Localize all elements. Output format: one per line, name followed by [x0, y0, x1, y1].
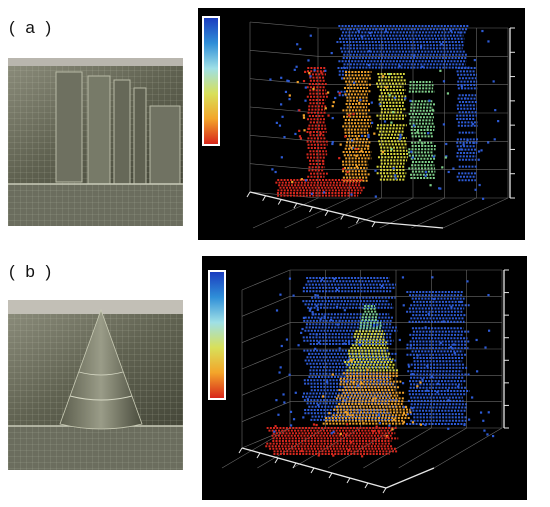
grid-line: [398, 427, 467, 469]
point-cloud-plot-a: [198, 8, 525, 240]
axis-tick: [371, 221, 376, 228]
points-noise-red: [298, 70, 358, 174]
point-cloud-plot-b: [202, 256, 527, 500]
grid-line: [292, 427, 361, 469]
axis-tick: [355, 217, 360, 224]
grid-line: [433, 427, 503, 469]
grid-line: [347, 197, 414, 229]
axis-tick: [364, 482, 369, 489]
colorbar: [204, 18, 218, 144]
axis-tick: [324, 210, 329, 217]
axis-tick: [238, 447, 243, 454]
axis-tick: [340, 214, 345, 220]
axis-tick: [310, 467, 315, 474]
grid-line: [241, 296, 291, 317]
grid-line: [249, 21, 319, 29]
points-noise-red: [274, 423, 389, 458]
grid-line: [257, 427, 326, 469]
points-wall-right: [406, 291, 470, 425]
grid-line: [241, 322, 291, 343]
points-yellow-panel: [376, 73, 408, 181]
axis-tick: [382, 487, 387, 494]
grid-line: [411, 197, 477, 229]
points-noise-orange: [288, 71, 388, 184]
grid-line: [316, 197, 382, 229]
points-noise-orange: [322, 359, 423, 438]
grid-line: [249, 135, 319, 142]
points-red-floor: [265, 427, 399, 455]
axis-y: [374, 221, 444, 229]
grid-line: [221, 427, 291, 469]
axis-tick: [328, 472, 333, 479]
grid-line: [252, 197, 319, 229]
points-orange-panel: [342, 71, 372, 182]
points-red-panel: [306, 67, 328, 178]
points-noise-blue: [269, 28, 500, 200]
axis-tick: [293, 202, 298, 209]
points-back-panel-right: [456, 67, 478, 182]
photo-flat-panels: [8, 58, 183, 226]
axis-y: [385, 467, 435, 489]
panel-a-label: ( a ): [9, 18, 55, 37]
axis-tick: [246, 191, 251, 198]
points-green-panel: [408, 81, 436, 179]
grid-line: [442, 197, 509, 229]
grid-line: [284, 197, 350, 229]
points-noise-blue: [273, 276, 495, 438]
points-noise-green: [388, 69, 450, 187]
grid-line: [241, 375, 291, 396]
grid-line: [241, 401, 291, 422]
panel-b-label: ( b ): [9, 262, 55, 281]
grid-line: [241, 269, 291, 291]
grid-line: [363, 427, 432, 469]
points-cone: [322, 305, 413, 425]
grid-line: [249, 163, 319, 170]
grid-line: [241, 348, 291, 370]
points-red-floor: [275, 179, 365, 197]
grid-line: [249, 50, 319, 57]
grid-line: [249, 78, 319, 85]
axis-tick: [277, 199, 282, 205]
axis-tick: [256, 452, 261, 459]
axis-tick: [274, 457, 279, 464]
axis-tick: [309, 206, 313, 213]
points-back-panel: [336, 25, 470, 69]
axis-tick: [346, 477, 351, 484]
colorbar: [210, 272, 224, 398]
axis-tick: [262, 195, 267, 202]
photo-cone: [8, 300, 183, 470]
axis-tick: [292, 462, 297, 469]
grid-line: [249, 106, 319, 114]
